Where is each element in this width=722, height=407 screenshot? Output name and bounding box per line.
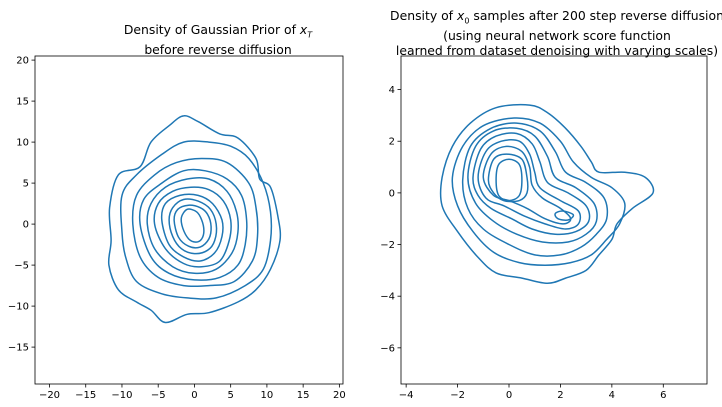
chart-1-x-tick-label-5: 0	[191, 390, 197, 401]
chart-1-contour-level-7	[160, 193, 224, 262]
chart-1-x-tick-label-8: 15	[297, 390, 310, 401]
chart-2-y-tick-label-4: 0	[389, 188, 395, 199]
chart-1-y-tick-label-8: 20	[16, 56, 29, 67]
chart-1-y-tick-label-7: 15	[16, 97, 29, 108]
chart-1-title-line-2: before reverse diffusion	[144, 42, 292, 58]
chart-1-x-tick-label-2: −15	[75, 390, 96, 401]
chart-2-y-tick-label-1: −6	[380, 343, 395, 354]
chart-2-contour-level-9	[495, 158, 523, 202]
chart-1-y-tick-label-5: 5	[23, 179, 29, 190]
chart-1-contour-level-10	[180, 208, 205, 243]
chart-2-y-tick-label-6: 4	[389, 85, 395, 96]
chart-1-frame	[34, 55, 344, 385]
chart-1-title-line-1: Density of Gaussian Prior of xT	[123, 22, 313, 40]
chart-2-x-tick-label-5: 4	[609, 390, 615, 401]
chart-2-contour-level-8	[487, 153, 529, 203]
chart-2-contour-level-10	[554, 210, 575, 221]
chart-1-axes: −20 −15 −10 −5 0 5 10 15 20 −15 −10 −5 0 5 10 15 20	[8, 56, 346, 401]
chart-2-title-line-2: (using neural network score function	[443, 28, 671, 44]
chart-2-title-line-3: learned from dataset denoising with vary…	[395, 43, 719, 59]
chart-2-x-tick-label-3: 0	[506, 390, 512, 401]
chart-1-x-tick-label-6: 5	[227, 390, 233, 401]
chart-2-contour-level-2	[451, 117, 626, 266]
chart-1-title: Density of Gaussian Prior of xT before r…	[97, 22, 339, 57]
chart-1-y-tick-label-4: 0	[23, 220, 29, 231]
chart-2-title-line-1: Density of x0 samples after 200 step rev…	[390, 8, 722, 26]
chart-2-x-tick-label-2: −2	[450, 390, 465, 401]
chart-1-x-tick-label-1: −20	[39, 390, 60, 401]
chart-1-contour-level-3	[131, 157, 259, 288]
chart-2-contour-level-5	[472, 132, 591, 236]
chart-1-y-tick-label-1: −15	[8, 343, 29, 354]
chart-2-y-tick-label-2: −4	[380, 292, 395, 303]
chart-2-contour-level-7	[482, 145, 572, 225]
chart-2-title: Density of x0 samples after 200 step rev…	[374, 8, 722, 58]
chart-1-y-tick-label-2: −10	[8, 302, 29, 313]
chart-2-y-tick-label-5: 2	[389, 137, 395, 148]
chart-2-contour-level-4	[467, 127, 598, 244]
chart-2-x-tick-label-6: 6	[660, 390, 666, 401]
chart-1-contour-level-5	[146, 176, 239, 275]
chart-2-contour-level-3	[461, 122, 609, 257]
chart-2-y-tick-label-3: −2	[380, 240, 395, 251]
chart-2-x-tick-label-1: −4	[399, 390, 414, 401]
chart-1-contour-level-2	[119, 140, 273, 300]
chart-1-contour-level-4	[138, 168, 248, 281]
chart-1-contour-level-9	[173, 204, 212, 249]
chart-1-x-tick-label-9: 20	[333, 390, 346, 401]
chart-1-y-tick-label-3: −5	[14, 261, 29, 272]
chart-2-contour-level-1	[439, 103, 655, 285]
chart-1-x-tick-label-4: −5	[151, 390, 166, 401]
chart-1-contour-level-6	[153, 186, 232, 268]
chart-1-x-tick-label-7: 10	[261, 390, 274, 401]
chart-1-x-tick-label-3: −10	[111, 390, 132, 401]
chart-2-frame	[400, 55, 708, 385]
chart-1-contour-level-1	[107, 115, 282, 324]
chart-2-contour-level-6	[477, 139, 582, 230]
chart-1-contour-level-8	[168, 198, 218, 255]
chart-1-y-tick-label-6: 10	[16, 138, 29, 149]
chart-2-axes: −4 −2 0 2 4 6 −6 −4 −2 0 2 4	[380, 55, 708, 401]
chart-2-x-tick-label-4: 2	[557, 390, 563, 401]
